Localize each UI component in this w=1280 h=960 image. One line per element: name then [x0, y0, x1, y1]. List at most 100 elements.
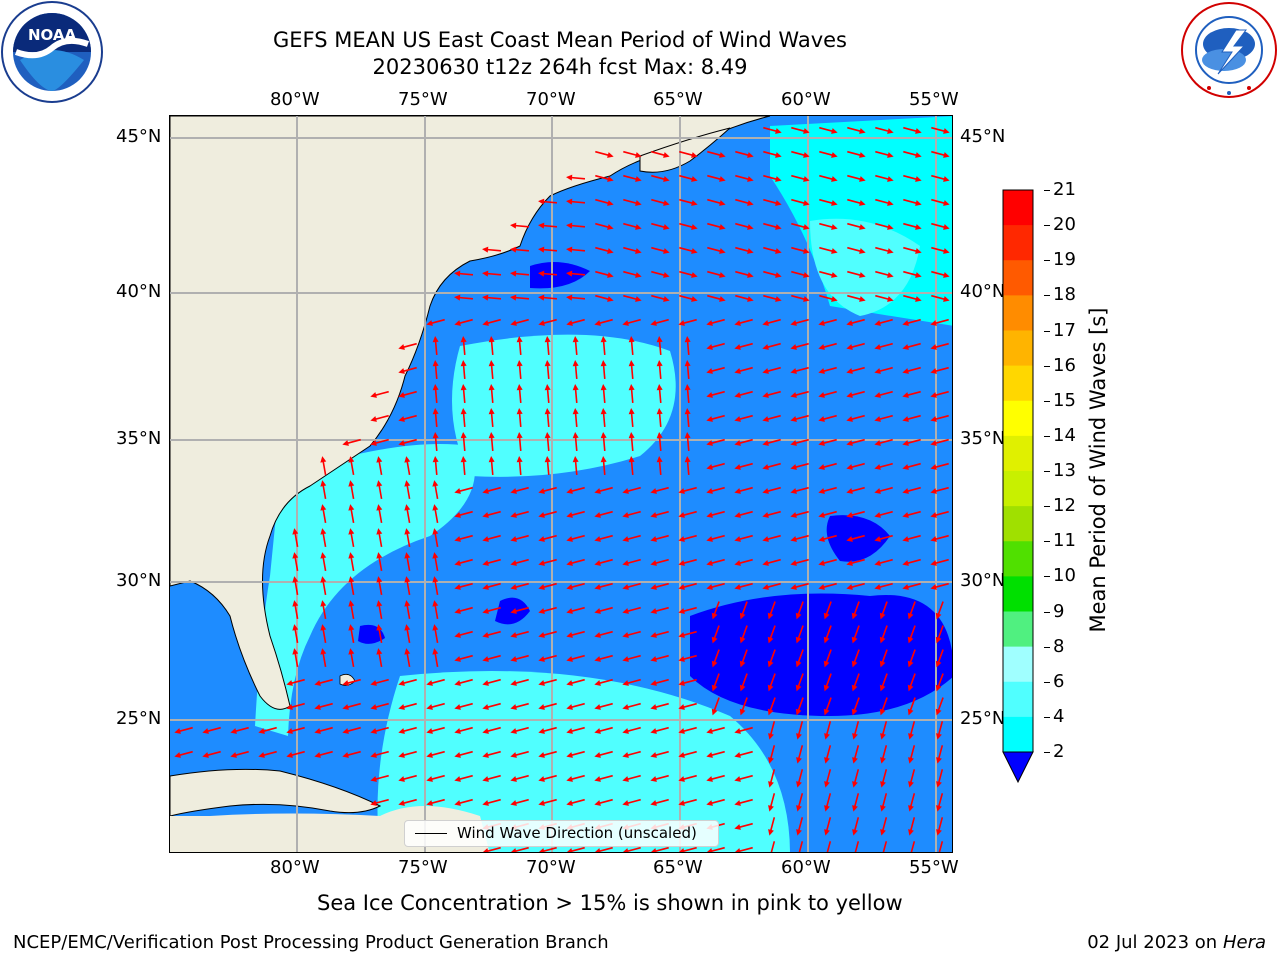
- wind-wave-arrow: [874, 438, 893, 446]
- wind-wave-arrow: [762, 462, 781, 470]
- wind-wave-arrow: [852, 721, 860, 740]
- wind-wave-arrow: [510, 246, 530, 253]
- wind-wave-arrow: [823, 697, 832, 716]
- wind-wave-arrow: [594, 702, 613, 710]
- wind-wave-arrow: [342, 750, 361, 758]
- wind-wave-arrow: [684, 336, 691, 356]
- wind-wave-arrow: [594, 582, 613, 590]
- wind-wave-arrow: [398, 390, 417, 398]
- wind-wave-arrow: [907, 673, 916, 692]
- wind-wave-arrow: [931, 246, 950, 254]
- wind-wave-arrow: [370, 726, 389, 734]
- wind-wave-arrow: [376, 504, 383, 524]
- wind-wave-arrow: [678, 678, 697, 686]
- wind-wave-arrow: [874, 318, 893, 326]
- wind-wave-arrow: [432, 360, 439, 380]
- wind-wave-arrow: [566, 198, 586, 205]
- chart-title: GEFS MEAN US East Coast Mean Period of W…: [273, 28, 847, 52]
- wind-wave-arrow: [903, 270, 922, 278]
- colorbar-tick-mark: [1044, 435, 1050, 437]
- wind-wave-arrow: [931, 198, 950, 206]
- colorbar-tick-label: 20: [1053, 214, 1076, 236]
- wind-wave-arrow: [936, 769, 944, 788]
- wind-wave-arrow: [734, 750, 753, 758]
- wind-wave-arrow: [650, 318, 669, 326]
- wind-wave-arrow: [174, 750, 193, 758]
- wind-wave-arrow: [739, 601, 748, 620]
- wind-wave-arrow: [847, 198, 866, 206]
- wind-wave-arrow: [426, 678, 445, 686]
- wind-wave-arrow: [510, 678, 529, 686]
- wind-wave-arrow: [566, 510, 585, 518]
- wind-wave-arrow: [818, 318, 837, 326]
- wind-wave-arrow: [482, 606, 501, 614]
- wind-wave-arrow: [651, 246, 670, 254]
- colorbar-tick-mark: [1044, 646, 1050, 648]
- wind-wave-arrow: [404, 456, 411, 476]
- wind-wave-arrow: [404, 576, 411, 596]
- wind-wave-arrow: [376, 648, 383, 668]
- footer-branch: NCEP/EMC/Verification Post Processing Pr…: [13, 932, 609, 953]
- lat-label-left-35n: 35°N: [116, 428, 162, 449]
- wind-wave-arrow: [370, 438, 389, 446]
- wind-wave-arrow: [706, 462, 725, 470]
- wind-wave-arrow: [454, 318, 473, 326]
- wind-wave-arrow: [762, 342, 781, 350]
- wind-wave-arrow: [314, 702, 333, 710]
- wind-wave-arrow: [763, 174, 782, 182]
- wind-wave-arrow: [650, 846, 669, 852]
- wind-wave-arrow: [510, 630, 529, 638]
- nws-logo-icon: [1178, 0, 1280, 100]
- wind-wave-arrow: [566, 774, 585, 782]
- wind-wave-arrow: [818, 486, 837, 494]
- land-north-america: [170, 116, 771, 710]
- wind-wave-arrow: [791, 294, 810, 302]
- colorbar-tick-mark: [1044, 541, 1050, 543]
- wind-wave-arrow: [656, 432, 663, 452]
- wind-wave-arrow: [795, 649, 804, 668]
- wind-wave-arrow: [650, 726, 669, 734]
- wind-wave-arrow: [678, 558, 697, 566]
- wind-wave-arrow: [908, 793, 916, 812]
- wind-wave-arrow: [734, 846, 753, 852]
- wind-wave-arrow: [679, 198, 698, 206]
- wind-wave-arrow: [432, 600, 439, 620]
- colorbar-tick-label: 10: [1053, 565, 1076, 587]
- wind-wave-arrow: [594, 726, 613, 734]
- wind-wave-arrow: [398, 414, 417, 422]
- wind-wave-arrow: [790, 462, 809, 470]
- wind-wave-arrow: [791, 126, 810, 134]
- wind-wave-arrow: [768, 769, 776, 788]
- wind-wave-arrow: [768, 745, 776, 764]
- colorbar-tick-mark: [1044, 400, 1050, 402]
- wind-wave-arrow: [426, 798, 445, 806]
- wind-wave-arrow: [902, 462, 921, 470]
- colorbar-bin: [1003, 506, 1033, 542]
- wind-wave-arrow: [678, 654, 697, 662]
- wind-wave-arrow: [824, 769, 832, 788]
- wind-wave-arrow: [320, 552, 327, 572]
- wind-wave-arrow: [538, 654, 557, 662]
- wind-wave-arrow: [824, 793, 832, 812]
- wind-wave-arrow: [202, 750, 221, 758]
- wind-wave-arrow: [488, 360, 495, 380]
- wind-wave-arrow: [908, 721, 916, 740]
- wind-wave-arrow: [706, 798, 725, 806]
- wind-wave-arrow: [510, 702, 529, 710]
- wind-wave-arrow: [398, 366, 417, 374]
- wind-wave-arrow: [432, 336, 439, 356]
- wind-wave-arrow: [762, 438, 781, 446]
- wind-wave-arrow: [902, 366, 921, 374]
- wind-wave-arrow: [824, 721, 832, 740]
- wind-wave-arrow: [398, 678, 417, 686]
- lat-label-left-45n: 45°N: [116, 126, 162, 147]
- wind-wave-arrow: [320, 600, 327, 620]
- wind-wave-arrow: [432, 432, 439, 452]
- wind-wave-arrow: [488, 384, 495, 404]
- wind-wave-arrow: [678, 798, 697, 806]
- wind-wave-arrow: [791, 174, 810, 182]
- wind-wave-arrow: [566, 798, 585, 806]
- wind-wave-arrow: [348, 648, 355, 668]
- period-region-south: [377, 671, 790, 852]
- wind-wave-arrow: [426, 774, 445, 782]
